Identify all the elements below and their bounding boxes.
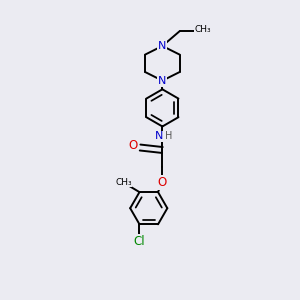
Text: O: O	[158, 176, 167, 189]
Text: CH₃: CH₃	[115, 178, 132, 187]
Text: N: N	[154, 131, 163, 141]
Text: H: H	[165, 131, 172, 141]
Text: N: N	[158, 41, 166, 51]
Text: CH₃: CH₃	[195, 26, 211, 34]
Text: O: O	[128, 139, 137, 152]
Text: N: N	[158, 76, 166, 85]
Text: Cl: Cl	[134, 235, 145, 248]
